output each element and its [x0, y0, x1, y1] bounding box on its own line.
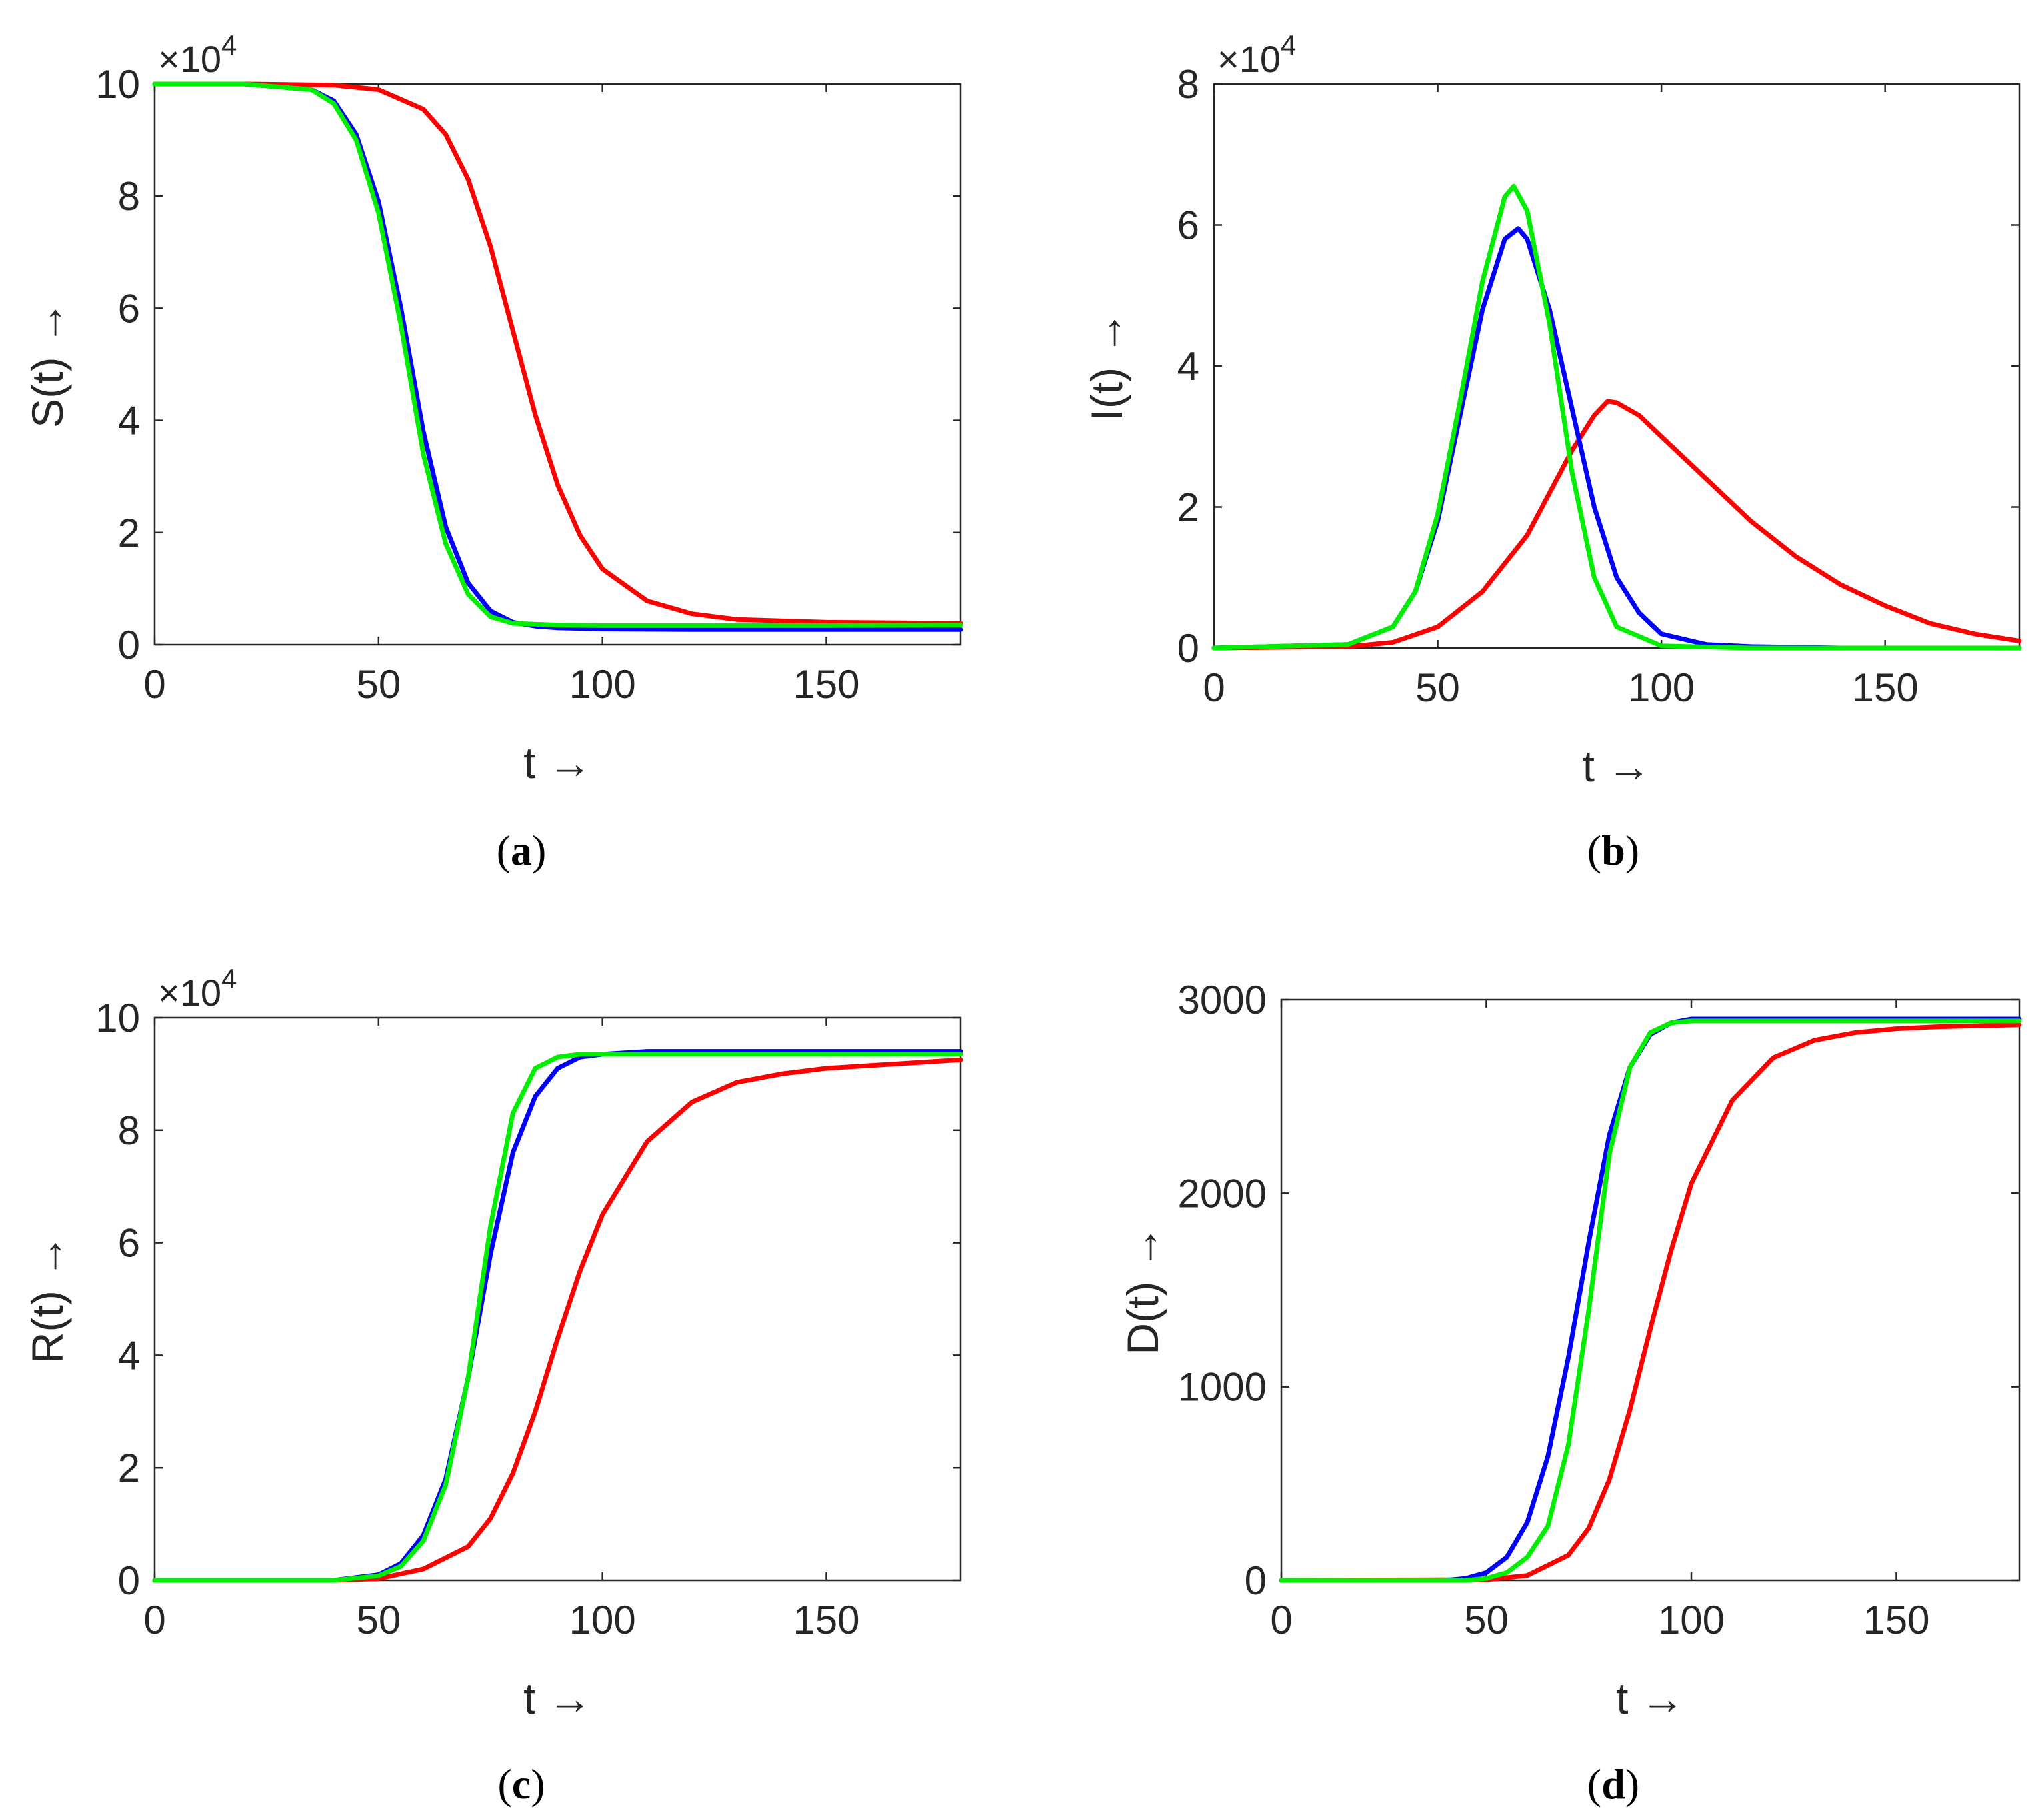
- caption-close-paren: ): [531, 1760, 545, 1808]
- y-tick-label: 6: [118, 1221, 140, 1266]
- x-axis-label: t →: [523, 738, 592, 787]
- plot-area: [1280, 998, 2021, 1582]
- caption-close-paren: ): [1625, 827, 1639, 874]
- panel-caption: (d): [1587, 1760, 1639, 1808]
- x-tick-label: 100: [1628, 665, 1695, 710]
- caption-letter: d: [1601, 1760, 1625, 1808]
- y-axis-label: I(t) →: [1082, 311, 1131, 421]
- axis-exponent: ×104: [158, 963, 237, 1014]
- x-axis-label: t →: [523, 1674, 592, 1723]
- x-tick-label: 150: [793, 1598, 859, 1642]
- y-tick-label: 10: [95, 62, 140, 107]
- y-tick-label: 3000: [1178, 978, 1267, 1022]
- caption-open-paren: (: [1587, 1760, 1601, 1808]
- caption-letter: c: [512, 1760, 531, 1808]
- y-tick-label: 8: [118, 1108, 140, 1153]
- panel-caption: (c): [497, 1760, 545, 1808]
- series-line-green: [1211, 183, 2022, 651]
- caption-letter: b: [1601, 827, 1625, 874]
- x-tick-label: 0: [1203, 665, 1225, 710]
- series-line-green: [152, 81, 963, 628]
- axis-exponent-power: 4: [1281, 29, 1296, 61]
- x-tick-label: 100: [1658, 1598, 1725, 1642]
- series-line-green: [1279, 1018, 2022, 1583]
- y-tick-label: 2: [118, 1446, 140, 1490]
- caption-open-paren: (: [497, 827, 511, 874]
- y-tick-label: 2: [118, 511, 140, 555]
- panel-caption: (b): [1587, 827, 1639, 874]
- y-tick-label: 0: [118, 1558, 140, 1603]
- x-tick-label: 0: [143, 662, 165, 707]
- plot-area: [153, 83, 962, 646]
- y-tick-label: 4: [118, 399, 140, 443]
- axis-exponent-base: ×10: [158, 38, 221, 80]
- series-line-red: [152, 81, 963, 626]
- x-tick-label: 50: [356, 1598, 401, 1642]
- y-tick-label: 4: [118, 1333, 140, 1378]
- caption-open-paren: (: [1587, 827, 1601, 874]
- x-tick-label: 150: [1863, 1598, 1929, 1642]
- axis-exponent-base: ×10: [158, 972, 221, 1014]
- axis-exponent: ×104: [1217, 29, 1296, 80]
- y-tick-label: 10: [95, 996, 140, 1040]
- caption-letter: a: [511, 827, 532, 874]
- y-tick-label: 8: [1177, 62, 1199, 107]
- series-line-red: [152, 1057, 963, 1583]
- y-tick-label: 2000: [1178, 1171, 1267, 1216]
- y-axis-label: R(t) →: [23, 1234, 72, 1364]
- y-tick-label: 6: [118, 286, 140, 331]
- axis-exponent-base: ×10: [1217, 38, 1281, 80]
- x-axis-label: t →: [1583, 741, 1651, 791]
- caption-close-paren: ): [1625, 1760, 1639, 1808]
- caption-open-paren: (: [497, 1760, 511, 1808]
- x-tick-label: 100: [569, 662, 636, 707]
- series-line-red: [1211, 399, 2022, 651]
- y-tick-label: 0: [1245, 1558, 1267, 1603]
- series-line-green: [152, 1052, 963, 1583]
- x-tick-label: 50: [356, 662, 401, 707]
- x-tick-label: 50: [1464, 1598, 1509, 1642]
- x-tick-label: 150: [1852, 665, 1919, 710]
- y-tick-label: 1000: [1178, 1365, 1267, 1410]
- x-tick-label: 50: [1415, 665, 1460, 710]
- axis-exponent: ×104: [158, 29, 237, 80]
- y-tick-label: 0: [1177, 626, 1199, 671]
- axis-exponent-power: 4: [221, 29, 237, 61]
- x-tick-label: 150: [793, 662, 859, 707]
- y-tick-label: 0: [118, 623, 140, 667]
- panel-d: 0 50 100 150 0 1000 2000 3000 t → D(t) → (d): [1118, 978, 2022, 1808]
- axis-exponent-power: 4: [221, 963, 237, 994]
- plot-area: [1213, 83, 2021, 649]
- x-axis-label: t →: [1616, 1674, 1685, 1723]
- x-tick-label: 100: [569, 1598, 636, 1642]
- plot-area: [153, 1016, 962, 1582]
- caption-close-paren: ): [532, 827, 546, 874]
- y-tick-label: 4: [1177, 344, 1199, 389]
- y-tick-label: 6: [1177, 203, 1199, 248]
- series-line-red: [1279, 1022, 2022, 1583]
- panel-caption: (a): [497, 827, 547, 874]
- y-tick-label: 2: [1177, 485, 1199, 530]
- y-tick-label: 8: [118, 174, 140, 219]
- x-tick-label: 0: [1270, 1598, 1292, 1642]
- y-axis-label: D(t) →: [1118, 1225, 1167, 1354]
- y-axis-label: S(t) →: [23, 301, 72, 428]
- x-tick-label: 0: [143, 1598, 165, 1642]
